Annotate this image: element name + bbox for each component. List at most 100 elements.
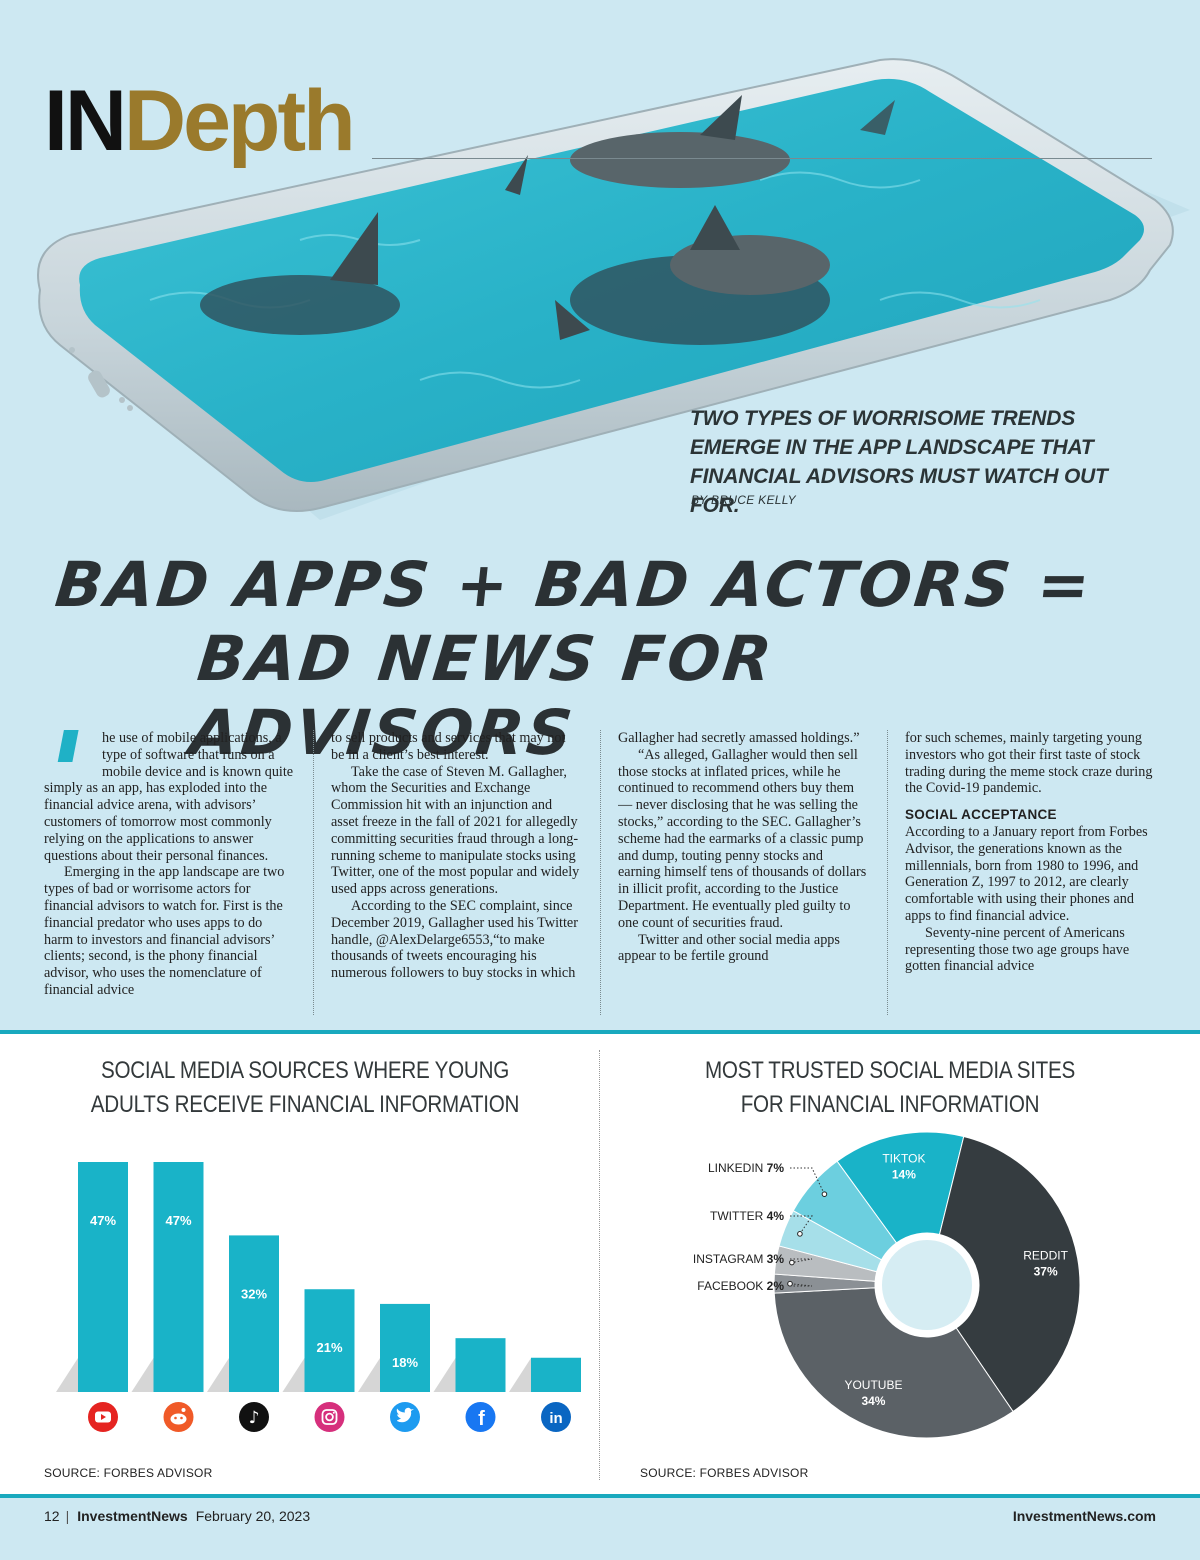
- donut-hole: [878, 1236, 976, 1334]
- bar-tiktok: [229, 1235, 279, 1392]
- column-rule: [887, 730, 888, 1015]
- callout-label: TWITTER 4%: [710, 1209, 784, 1223]
- body-column-2: to sell products and services that may n…: [331, 730, 581, 1015]
- body-paragraph: to sell products and services that may n…: [331, 730, 566, 763]
- bar-chart: 47%47%32%♪21%18%11%f7%in: [56, 1162, 581, 1432]
- callout-label: INSTAGRAM 3%: [693, 1252, 784, 1266]
- reddit-icon: [163, 1402, 194, 1432]
- slice-linkedin: [792, 1160, 898, 1261]
- bar-shadow: [282, 1358, 305, 1392]
- slice-label-value: 37%: [1034, 1265, 1058, 1279]
- bar-linkedin: [531, 1357, 581, 1392]
- bar-facebook: [455, 1338, 506, 1392]
- slice-label-value: 14%: [892, 1168, 916, 1182]
- callout-line: [790, 1167, 825, 1195]
- bar-value-label: 11%: [468, 1389, 494, 1404]
- bar-value-label: 21%: [316, 1340, 342, 1355]
- body-subhead: SOCIAL ACCEPTANCE: [905, 807, 1057, 823]
- bar-instagram: [304, 1289, 355, 1392]
- facebook-icon: f: [465, 1402, 496, 1432]
- publication-name: InvestmentNews: [77, 1508, 188, 1524]
- body-paragraph: Take the case of Steven M. Gallagher, wh…: [331, 763, 580, 898]
- folio-separator: |: [65, 1508, 70, 1524]
- drop-cap: T: [44, 730, 98, 781]
- bar-shadow: [207, 1358, 229, 1392]
- body-paragraph: “As alleged, Gallagher would then sell t…: [618, 746, 867, 931]
- panel-top-rule: [0, 1030, 1200, 1034]
- slice-tiktok: [836, 1131, 965, 1244]
- bar-chart-title: SOCIAL MEDIA SOURCES WHERE YOUNG ADULTS …: [60, 1054, 550, 1122]
- hero-illustration: [0, 0, 1200, 540]
- column-rule: [313, 730, 314, 1015]
- body-column-4: for such schemes, mainly targeting young…: [905, 730, 1155, 1015]
- pie-chart-title-line-2: FOR FINANCIAL INFORMATION: [740, 1091, 1040, 1118]
- section-logo: INDepth: [44, 78, 356, 164]
- column-rule: [600, 730, 601, 1015]
- footer-rule: [0, 1494, 1200, 1498]
- bar-twitter: [380, 1303, 430, 1392]
- body-column-1: T he use of mobile applications, a type …: [44, 730, 294, 1015]
- section-logo-name: Depth: [124, 73, 356, 169]
- body-paragraph: Gallagher had secretly amassed holdings.…: [618, 730, 860, 746]
- bar-shadow: [56, 1358, 78, 1392]
- article-byline: BY BRUCE KELLY: [691, 493, 796, 507]
- body-paragraph: Seventy-nine percent of Americans repres…: [905, 924, 1130, 975]
- bar-chart-source: SOURCE: FORBES ADVISOR: [44, 1466, 213, 1480]
- footer: [0, 1498, 1200, 1560]
- slice-label-name: YOUTUBE: [844, 1378, 902, 1392]
- tiktok-icon: ♪: [239, 1402, 269, 1432]
- slice-youtube: [773, 1287, 1014, 1439]
- body-paragraph: he use of mobile applications, a type of…: [44, 730, 294, 864]
- callout-dot: [789, 1259, 795, 1266]
- bar-shadow: [433, 1358, 456, 1392]
- slice-label-name: REDDIT: [1023, 1249, 1068, 1263]
- donut-chart: TIKTOK 14% REDDIT 37% YOUTUBE 34% LINKEDIN 7% T…: [693, 1131, 1081, 1439]
- callout-dot: [787, 1280, 793, 1287]
- body-column-3: Gallagher had secretly amassed holdings.…: [618, 730, 868, 1015]
- folio: 12 | InvestmentNews February 20, 2023: [44, 1508, 310, 1524]
- website-link[interactable]: InvestmentNews.com: [1012, 1508, 1156, 1524]
- bar-chart-title-line-2: ADULTS RECEIVE FINANCIAL INFORMATION: [90, 1091, 520, 1118]
- callout-dot: [821, 1191, 828, 1197]
- section-logo-prefix: IN: [44, 73, 127, 169]
- callout-line: [790, 1258, 813, 1264]
- shark-shapes: [200, 95, 895, 345]
- bar-shadow: [509, 1358, 531, 1392]
- article-body: T he use of mobile applications, a type …: [44, 730, 1156, 1015]
- twitter-icon: [390, 1402, 420, 1432]
- bar-value-label: 18%: [392, 1355, 418, 1370]
- svg-text:♪: ♪: [249, 1408, 260, 1428]
- body-paragraph: Twitter and other social media apps appe…: [618, 931, 840, 965]
- pie-chart-source: SOURCE: FORBES ADVISOR: [640, 1466, 809, 1480]
- panel-divider: [599, 1050, 600, 1480]
- svg-text:in: in: [549, 1410, 562, 1427]
- pie-chart-title-line-1: MOST TRUSTED SOCIAL MEDIA SITES: [704, 1057, 1076, 1084]
- body-paragraph: According to a January report from Forbe…: [905, 823, 1148, 924]
- pie-chart-title: MOST TRUSTED SOCIAL MEDIA SITES FOR FINA…: [649, 1054, 1131, 1122]
- youtube-icon: [88, 1402, 118, 1432]
- slice-reddit: [938, 1135, 1081, 1413]
- bar-value-label: 32%: [241, 1286, 267, 1301]
- page-number: 12: [44, 1508, 60, 1524]
- callout-line: [789, 1283, 813, 1287]
- section-rule: [372, 158, 1152, 159]
- issue-date: February 20, 2023: [195, 1508, 311, 1524]
- callout-label: LINKEDIN 7%: [708, 1161, 784, 1175]
- body-paragraph: According to the SEC complaint, since De…: [331, 897, 578, 982]
- bar-chart-title-line-1: SOCIAL MEDIA SOURCES WHERE YOUNG: [100, 1057, 510, 1084]
- bar-value-label: 47%: [165, 1213, 191, 1228]
- phone-pool-illustration: [37, 58, 1190, 520]
- linkedin-icon: in: [541, 1402, 571, 1432]
- bar-youtube: [78, 1162, 128, 1392]
- instagram-icon: [314, 1402, 345, 1432]
- callout-line: [790, 1215, 813, 1235]
- bar-reddit: [153, 1162, 204, 1392]
- svg-text:f: f: [478, 1408, 485, 1430]
- callout-dot: [797, 1231, 803, 1237]
- article-deck: TWO TYPES OF WORRISOME TRENDS EMERGE IN …: [690, 407, 1108, 517]
- headline-line-1: BAD APPS + BAD ACTORS =: [51, 548, 1097, 621]
- bar-shadow: [358, 1358, 380, 1392]
- body-paragraph: Emerging in the app landscape are two ty…: [44, 864, 285, 998]
- callout-label: FACEBOOK 2%: [697, 1279, 784, 1293]
- bar-value-label: 47%: [90, 1213, 116, 1228]
